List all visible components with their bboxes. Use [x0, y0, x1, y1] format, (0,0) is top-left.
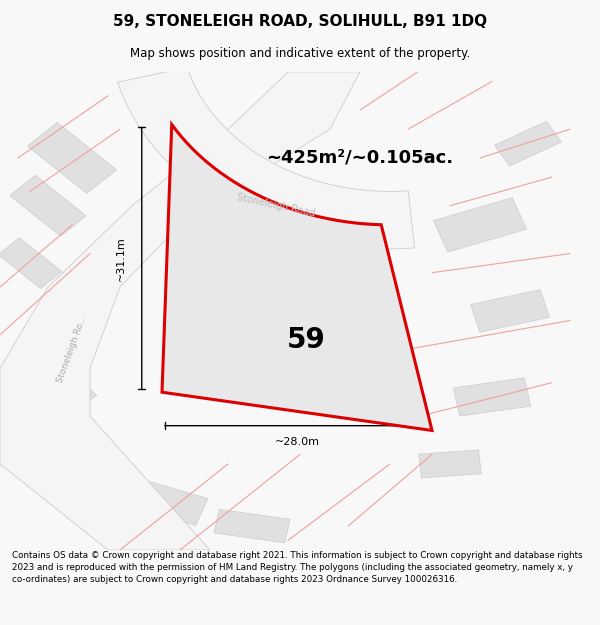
Polygon shape [419, 450, 481, 478]
Text: Contains OS data © Crown copyright and database right 2021. This information is : Contains OS data © Crown copyright and d… [12, 551, 583, 584]
Polygon shape [470, 289, 550, 332]
Polygon shape [0, 72, 360, 550]
Text: Stoneleigh Road: Stoneleigh Road [236, 192, 316, 219]
Text: ~425m²/~0.105ac.: ~425m²/~0.105ac. [266, 149, 454, 167]
Polygon shape [128, 479, 208, 526]
Text: Map shows position and indicative extent of the property.: Map shows position and indicative extent… [130, 48, 470, 61]
Text: 59, STONELEIGH ROAD, SOLIHULL, B91 1DQ: 59, STONELEIGH ROAD, SOLIHULL, B91 1DQ [113, 14, 487, 29]
Polygon shape [162, 124, 432, 431]
Polygon shape [214, 509, 290, 543]
Polygon shape [494, 121, 562, 166]
Polygon shape [0, 238, 62, 289]
Polygon shape [454, 378, 530, 416]
Text: ~31.1m: ~31.1m [116, 236, 126, 281]
Polygon shape [214, 275, 350, 376]
Text: 59: 59 [287, 326, 325, 354]
Text: ~28.0m: ~28.0m [275, 438, 320, 448]
Polygon shape [118, 68, 415, 249]
Polygon shape [10, 176, 86, 236]
Polygon shape [17, 419, 79, 471]
Polygon shape [28, 122, 116, 193]
Text: Stoneleigh Ro...: Stoneleigh Ro... [56, 314, 88, 384]
Polygon shape [23, 351, 97, 414]
Polygon shape [433, 198, 527, 252]
